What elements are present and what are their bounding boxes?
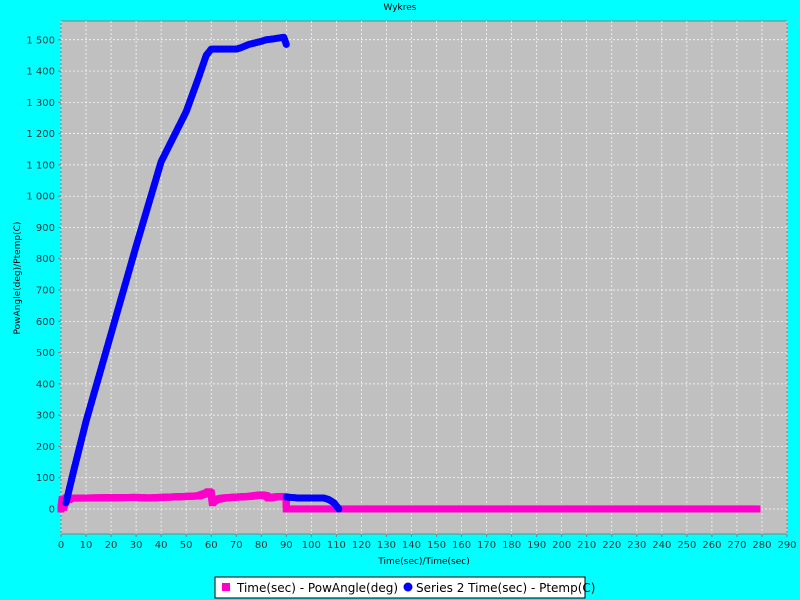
x-tick-label: 60 (205, 540, 218, 551)
y-tick-label: 400 (36, 379, 55, 390)
y-tick-label: 1 300 (26, 98, 55, 109)
x-tick-label: 150 (427, 540, 446, 551)
x-tick-label: 220 (602, 540, 621, 551)
legend-marker-series-1 (222, 583, 230, 591)
y-tick-label: 800 (36, 254, 55, 265)
x-tick-label: 210 (577, 540, 596, 551)
x-tick-label: 170 (477, 540, 496, 551)
y-tick-label: 1 500 (26, 35, 55, 46)
y-tick-label: 700 (36, 286, 55, 297)
x-tick-label: 30 (130, 540, 143, 551)
x-tick-label: 70 (230, 540, 243, 551)
x-tick-label: 120 (352, 540, 371, 551)
x-tick-label: 250 (677, 540, 696, 551)
x-tick-label: 160 (452, 540, 471, 551)
data-point (282, 40, 290, 48)
x-axis-label: Time(sec)/Time(sec) (377, 557, 469, 567)
x-tick-label: 100 (302, 540, 321, 551)
y-tick-label: 100 (36, 473, 55, 484)
series-2 (62, 33, 343, 513)
x-tick-label: 130 (377, 540, 396, 551)
y-axis-label: PowAngle(deg)/Ptemp(C) (13, 222, 23, 335)
x-tick-label: 10 (80, 540, 93, 551)
grid (60, 21, 788, 534)
x-tick-label: 110 (327, 540, 346, 551)
chart-title: Wykres (383, 3, 416, 13)
y-tick-label: 1 400 (26, 67, 55, 78)
x-tick-label: 140 (402, 540, 421, 551)
y-tick-label: 1 100 (26, 160, 55, 171)
x-tick-label: 0 (58, 540, 64, 551)
x-tick-label: 290 (777, 540, 796, 551)
y-tick-label: 500 (36, 348, 55, 359)
y-tick-label: 900 (36, 223, 55, 234)
legend-label-series-2: Series 2 Time(sec) - Ptemp(C) (416, 581, 595, 595)
x-tick-label: 190 (527, 540, 546, 551)
x-tick-label: 240 (652, 540, 671, 551)
x-tick-label: 270 (727, 540, 746, 551)
x-tick-label: 180 (502, 540, 521, 551)
legend-label-series-1: Time(sec) - PowAngle(deg) (236, 581, 398, 595)
x-tick-label: 200 (552, 540, 571, 551)
data-point (753, 505, 761, 513)
x-tick-label: 230 (627, 540, 646, 551)
legend-box (214, 576, 586, 599)
x-axis: 0 10 20 30 40 50 60 70 80 90 100 110 120 130 140 150 160… (58, 534, 797, 551)
series-1 (57, 488, 761, 513)
legend-marker-series-2 (403, 582, 413, 592)
x-tick-label: 40 (155, 540, 168, 551)
y-axis: 0 100 200 300 400 500 600 700 800 900 1 000 1 100 1 … (26, 35, 61, 515)
x-tick-label: 90 (280, 540, 293, 551)
y-tick-label: 600 (36, 317, 55, 328)
legend: Time(sec) - PowAngle(deg) Series 2 Time(… (214, 576, 595, 599)
x-tick-label: 280 (752, 540, 771, 551)
x-tick-label: 20 (105, 540, 118, 551)
data-point (335, 505, 343, 513)
x-tick-label: 80 (255, 540, 268, 551)
y-tick-label: 1 200 (26, 129, 55, 140)
x-tick-label: 50 (180, 540, 193, 551)
y-tick-label: 300 (36, 411, 55, 422)
plot-area (60, 20, 788, 535)
y-tick-label: 200 (36, 442, 55, 453)
x-tick-label: 260 (702, 540, 721, 551)
y-tick-label: 0 (49, 504, 55, 515)
y-tick-label: 1 000 (26, 192, 55, 203)
series-layer (57, 33, 761, 513)
